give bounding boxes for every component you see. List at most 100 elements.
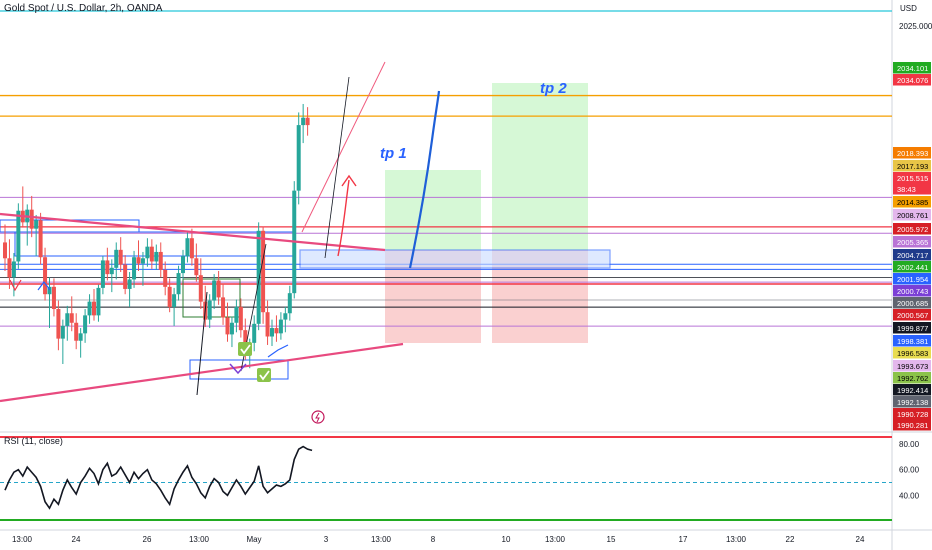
channel-line [324, 76, 350, 259]
check-icon [259, 370, 270, 381]
candle-body [38, 220, 43, 258]
candle-body [127, 279, 132, 289]
candle-body [176, 273, 181, 295]
candle-body [114, 249, 119, 268]
candle-body [198, 275, 203, 302]
candle-body [212, 280, 217, 301]
time-tick: 13:00 [189, 535, 210, 544]
time-tick: 22 [786, 535, 795, 544]
rsi-tick: 60.00 [899, 466, 920, 475]
candle-body [105, 260, 110, 275]
price-label-text: 2014.385 [897, 198, 928, 207]
candle-body [296, 125, 301, 191]
candle-body [158, 251, 163, 270]
candle-body [154, 251, 159, 262]
price-label-bg [893, 160, 931, 172]
candle-body [118, 249, 123, 265]
price-label-bg [893, 384, 931, 396]
rsi-tick: 40.00 [899, 491, 920, 500]
candle-body [7, 258, 12, 278]
candle-body [3, 242, 7, 259]
price-label-text: 1990.281 [897, 421, 928, 430]
price-label-bg [893, 419, 931, 431]
rsi-tick: 80.00 [899, 440, 920, 449]
candle-body [11, 261, 16, 278]
price-label-bg [893, 196, 931, 208]
candle-body [43, 257, 48, 295]
time-tick: 24 [856, 535, 865, 544]
symbol-title: Gold Spot / U.S. Dollar, 2h, OANDA [4, 3, 163, 14]
candle-body [207, 300, 212, 320]
tp1-label: tp 1 [380, 145, 407, 162]
candle-body [123, 264, 128, 289]
candle-body [256, 230, 261, 324]
price-label-bg [893, 335, 931, 347]
price-label-text: 2034.076 [897, 76, 928, 85]
candle-body [92, 301, 96, 316]
price-label-bg [893, 209, 931, 221]
candle-body [47, 286, 52, 295]
candle-body [185, 238, 190, 257]
candle-body [163, 269, 168, 287]
price-label-text: 1998.381 [897, 337, 928, 346]
blue-zone-box [189, 359, 289, 380]
candle-body [34, 220, 39, 229]
time-tick: 13:00 [371, 535, 392, 544]
candle-body [274, 328, 279, 334]
price-label-text: 2000.567 [897, 311, 928, 320]
candle-body [74, 322, 79, 341]
check-badge [238, 342, 252, 356]
candle-body [16, 210, 21, 262]
blue-arrow-small [267, 344, 289, 358]
candle-body [265, 312, 270, 337]
candle-body [145, 246, 150, 259]
price-label-text: 2005.972 [897, 225, 928, 234]
tp2-zone [492, 83, 588, 250]
candle-body [65, 313, 70, 326]
candle-body [29, 209, 34, 229]
price-label-bg [893, 261, 931, 273]
candle-body [149, 246, 154, 262]
candle-body [278, 319, 283, 334]
lightning-icon [311, 410, 325, 424]
tp2-label: tp 2 [540, 80, 567, 97]
price-label-text: 2000.685 [897, 299, 928, 308]
candle-body [234, 306, 239, 323]
blue-up-mark [37, 281, 51, 291]
price-label-text: 1992.138 [897, 398, 928, 407]
price-label-text: 2017.193 [897, 162, 928, 171]
candle-body [132, 257, 137, 280]
candle-body [69, 313, 74, 323]
price-label-bg [893, 347, 931, 359]
candle-body [225, 317, 230, 335]
descending-trendline [0, 212, 386, 252]
candle-body [100, 260, 105, 288]
price-label-bg [893, 183, 931, 195]
red-arrow [337, 179, 350, 257]
ascending-trendline [0, 342, 404, 403]
price-label-text: 2008.761 [897, 211, 928, 220]
lightning-icon-bolt [315, 412, 320, 423]
price-label-text: 1999.877 [897, 324, 928, 333]
purple-check-mark [229, 363, 247, 375]
price-label-bg [893, 309, 931, 321]
candle-body [140, 258, 145, 264]
price-label-text: 2001.954 [897, 275, 928, 284]
price-label-text: 2004.717 [897, 251, 928, 260]
time-tick: 10 [502, 535, 511, 544]
time-tick: 8 [431, 535, 436, 544]
candle-body [109, 267, 114, 275]
candle-body [172, 294, 177, 307]
candle-body [56, 309, 61, 339]
time-tick: 15 [607, 535, 616, 544]
currency-label: USD [900, 4, 917, 13]
candle-body [194, 258, 199, 276]
wick-line [196, 291, 208, 396]
candle-body [287, 293, 292, 314]
candle-body [78, 333, 83, 341]
price-label-bg [893, 62, 931, 74]
price-label-text: 1992.762 [897, 374, 928, 383]
candle-body [305, 117, 310, 126]
